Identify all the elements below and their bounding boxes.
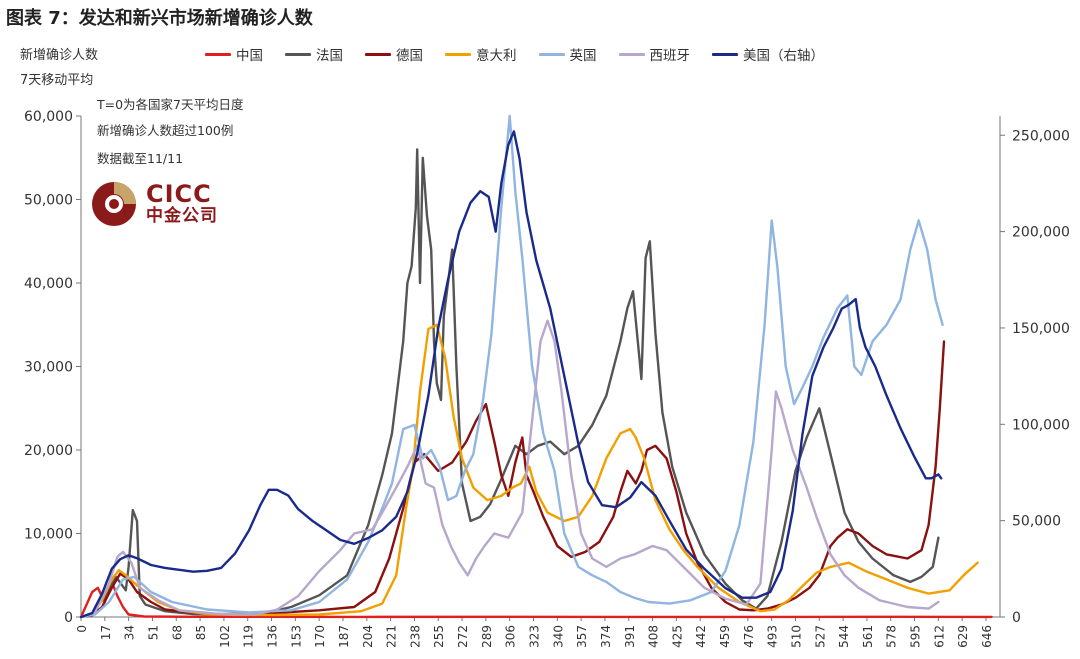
y-tick-right-label: 200,000 bbox=[1012, 225, 1070, 241]
x-tick-label: 493 bbox=[766, 625, 780, 648]
legend-label: 英国 bbox=[569, 48, 597, 64]
chart-note-1: T=0为各国家7天平均日度 bbox=[97, 97, 244, 112]
chart-legend: 中国 法国 德国 意大利 英国 西班牙 美国（右轴） bbox=[205, 44, 846, 64]
legend-item: 中国 bbox=[205, 44, 263, 64]
legend-swatch bbox=[285, 52, 311, 56]
y-tick-left-label: 40,000 bbox=[24, 276, 73, 292]
x-tick-label: 612 bbox=[932, 625, 946, 648]
chart-note-3: 数据截至11/11 bbox=[97, 151, 184, 166]
x-tick-label: 255 bbox=[432, 625, 446, 648]
x-tick-label: 289 bbox=[480, 625, 494, 648]
x-tick-label: 578 bbox=[885, 625, 899, 648]
x-tick-label: 323 bbox=[527, 625, 541, 648]
legend-swatch bbox=[538, 52, 565, 56]
x-tick-label: 204 bbox=[361, 625, 375, 648]
series-line-4 bbox=[79, 114, 944, 619]
x-tick-label: 391 bbox=[623, 625, 637, 648]
x-tick-label: 0 bbox=[75, 625, 89, 633]
legend-swatch bbox=[445, 52, 471, 56]
y-axis-label: 新增确诊人数 bbox=[20, 48, 99, 63]
x-tick-label: 238 bbox=[408, 625, 422, 648]
series-line-0 bbox=[79, 580, 993, 619]
y-tick-right-label: 250,000 bbox=[1012, 128, 1070, 144]
x-tick-label: 51 bbox=[146, 625, 160, 640]
x-tick-label: 476 bbox=[742, 625, 756, 648]
x-tick-label: 17 bbox=[99, 625, 113, 640]
x-tick-label: 102 bbox=[218, 625, 232, 648]
series-line-5 bbox=[79, 319, 940, 619]
legend-swatch bbox=[205, 52, 231, 56]
cicc-logo-mark bbox=[92, 182, 136, 226]
x-tick-label: 374 bbox=[599, 625, 613, 648]
x-tick-label: 306 bbox=[504, 625, 518, 648]
y-tick-left-label: 10,000 bbox=[24, 527, 73, 543]
x-tick-label: 119 bbox=[242, 625, 256, 648]
x-tick-label: 459 bbox=[718, 625, 732, 648]
y-tick-right-label: 0 bbox=[1012, 610, 1021, 626]
x-tick-label: 340 bbox=[551, 625, 565, 648]
x-tick-label: 510 bbox=[789, 625, 803, 648]
x-tick-label: 425 bbox=[670, 625, 684, 648]
y-tick-right-label: 150,000 bbox=[1012, 321, 1070, 337]
x-tick-label: 68 bbox=[170, 625, 184, 640]
legend-item: 英国 bbox=[538, 44, 597, 64]
x-tick-label: 408 bbox=[647, 625, 661, 648]
series-line-6 bbox=[79, 130, 943, 619]
x-tick-label: 646 bbox=[980, 625, 994, 648]
legend-item: 德国 bbox=[365, 44, 423, 64]
x-tick-label: 85 bbox=[194, 625, 208, 640]
legend-label: 德国 bbox=[396, 48, 423, 64]
y-axis-label-2: 7天移动平均 bbox=[20, 73, 94, 88]
legend-item: 意大利 bbox=[445, 44, 517, 64]
y-tick-left-label: 0 bbox=[64, 610, 73, 626]
y-tick-left-label: 50,000 bbox=[24, 193, 73, 209]
y-tick-left-label: 30,000 bbox=[24, 360, 73, 376]
x-tick-label: 187 bbox=[337, 625, 351, 648]
y-tick-left-label: 20,000 bbox=[24, 443, 73, 459]
x-tick-label: 34 bbox=[123, 625, 137, 640]
x-tick-label: 170 bbox=[313, 625, 327, 648]
legend-label: 中国 bbox=[236, 48, 263, 64]
y-tick-right-label: 50,000 bbox=[1012, 514, 1061, 530]
legend-label: 西班牙 bbox=[649, 48, 691, 64]
legend-swatch bbox=[365, 52, 391, 56]
legend-item: 西班牙 bbox=[618, 44, 691, 64]
x-tick-label: 544 bbox=[837, 625, 851, 648]
legend-item: 美国（右轴） bbox=[712, 44, 824, 64]
legend-label: 法国 bbox=[316, 48, 343, 64]
x-tick-label: 272 bbox=[456, 625, 470, 648]
y-tick-right-label: 100,000 bbox=[1012, 417, 1070, 433]
x-tick-label: 221 bbox=[385, 625, 399, 648]
chart-note-2: 新增确诊人数超过100例 bbox=[97, 123, 234, 138]
cicc-logo: CICC 中金公司 bbox=[90, 180, 218, 228]
x-tick-label: 595 bbox=[909, 625, 923, 648]
x-tick-label: 629 bbox=[956, 625, 970, 648]
x-tick-label: 136 bbox=[266, 625, 280, 648]
x-tick-label: 442 bbox=[694, 625, 708, 648]
legend-swatch bbox=[618, 52, 645, 56]
legend-item: 法国 bbox=[285, 44, 343, 64]
x-tick-label: 527 bbox=[813, 625, 827, 648]
x-tick-label: 561 bbox=[861, 625, 875, 648]
legend-label: 美国（右轴） bbox=[743, 48, 824, 64]
series-line-1 bbox=[79, 148, 940, 619]
x-tick-label: 357 bbox=[575, 625, 589, 648]
legend-label: 意大利 bbox=[476, 48, 517, 64]
x-tick-label: 153 bbox=[289, 625, 303, 648]
figure-title: 图表 7：发达和新兴市场新增确诊人数 bbox=[6, 8, 313, 29]
legend-swatch bbox=[712, 52, 738, 56]
y-tick-left-label: 60,000 bbox=[24, 109, 73, 125]
